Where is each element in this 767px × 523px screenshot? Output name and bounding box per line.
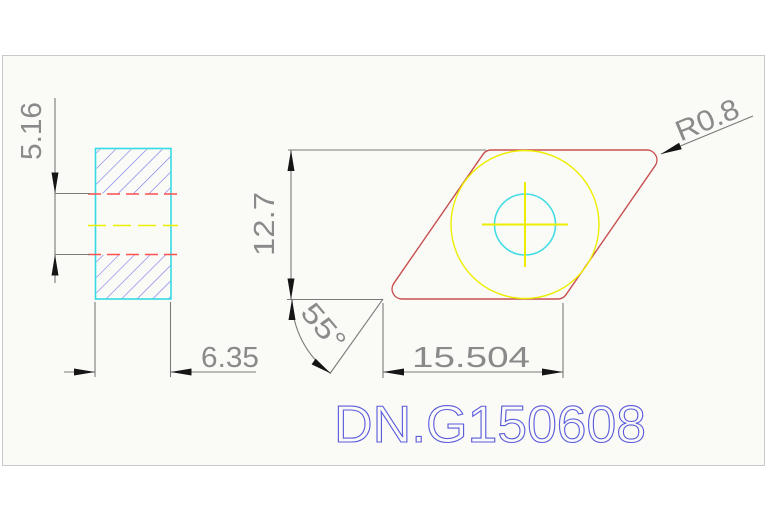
section-outline	[94, 147, 172, 300]
insert-profile-outline	[391, 149, 658, 300]
dim-length-label: 15.504	[412, 342, 530, 374]
dimension-width: 6.35	[64, 302, 259, 377]
dimension-length: 15.504	[382, 303, 564, 378]
side-section-view	[88, 147, 178, 300]
top-profile-view	[391, 149, 658, 300]
dimension-thickness: 5.16	[16, 98, 90, 283]
drawing-title: DN.G150608	[334, 396, 646, 454]
dim-width-label: 6.35	[201, 342, 259, 374]
dimension-height: 12.7	[249, 149, 486, 301]
hatch-area-bottom	[96, 255, 171, 299]
inscribed-circle	[450, 149, 600, 300]
dim-height-label: 12.7	[249, 192, 281, 256]
hatch-area-top	[96, 149, 171, 194]
dim-thickness-label: 5.16	[16, 102, 48, 160]
